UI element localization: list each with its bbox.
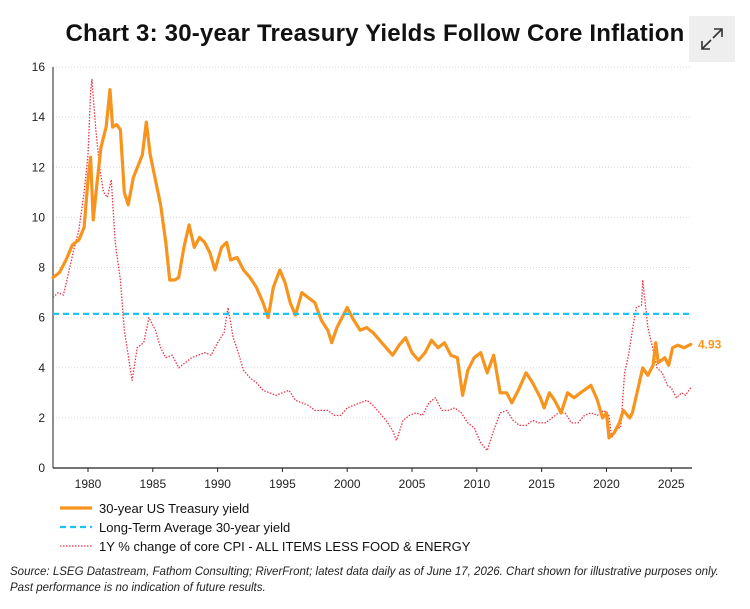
legend-label-1: Long-Term Average 30-year yield <box>99 520 290 535</box>
end-value-label: 4.93 <box>698 337 722 351</box>
x-tick-label-1: 1985 <box>139 477 166 491</box>
y-tick-label-7: 14 <box>32 110 46 124</box>
y-tick-label-1: 2 <box>38 411 45 425</box>
series-line-2 <box>52 78 692 452</box>
grid <box>53 66 692 419</box>
y-tick-label-3: 6 <box>38 311 45 325</box>
expand-arrows-icon <box>701 28 723 50</box>
legend: 30-year US Treasury yield Long-Term Avera… <box>60 501 471 554</box>
axes: 0 2 4 6 8 10 12 14 16 1980 1985 1990 1995 2000 2005 201… <box>32 60 692 491</box>
series-line-0 <box>51 88 693 440</box>
line-chart: 0 2 4 6 8 10 12 14 16 1980 1985 1990 1995 2000 2005 201… <box>32 60 722 554</box>
legend-label-0: 30-year US Treasury yield <box>99 501 249 516</box>
x-tick-label-8: 2020 <box>593 477 620 491</box>
x-tick-label-9: 2025 <box>658 477 685 491</box>
x-tick-label-6: 2010 <box>463 477 490 491</box>
x-tick-label-7: 2015 <box>528 477 555 491</box>
chart-title: Chart 3: 30-year Treasury Yields Follow … <box>65 20 685 47</box>
y-tick-label-6: 12 <box>32 160 46 174</box>
x-tick-label-4: 2000 <box>334 477 361 491</box>
y-tick-label-4: 8 <box>38 261 45 275</box>
x-tick-label-3: 1995 <box>269 477 296 491</box>
x-tick-label-2: 1990 <box>204 477 231 491</box>
y-tick-label-5: 10 <box>32 210 46 224</box>
y-tick-label-0: 0 <box>38 461 45 475</box>
y-tick-label-2: 4 <box>38 361 45 375</box>
x-tick-label-5: 2005 <box>399 477 426 491</box>
source-note: Source: LSEG Datastream, Fathom Consulti… <box>10 566 719 594</box>
legend-label-2: 1Y % change of core CPI - ALL ITEMS LESS… <box>99 539 471 554</box>
expand-button[interactable] <box>689 16 735 62</box>
x-tick-label-0: 1980 <box>75 477 102 491</box>
y-tick-label-8: 16 <box>32 60 46 74</box>
series-group: 4.93 <box>51 78 722 452</box>
